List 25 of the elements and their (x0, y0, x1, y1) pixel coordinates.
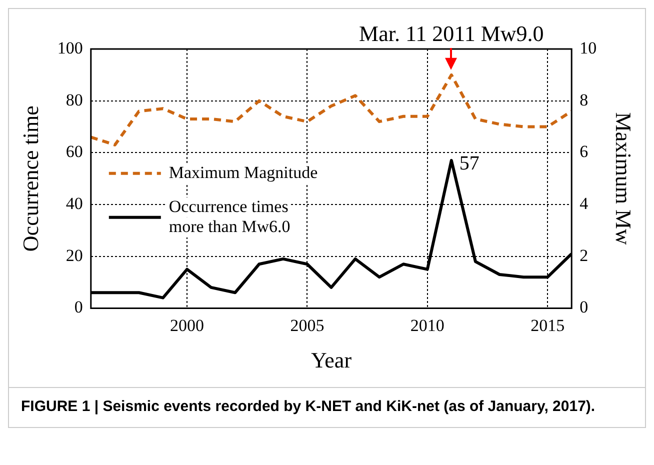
y-tick-label: 40 (66, 194, 83, 213)
annotation: Mar. 11 2011 Mw9.0 (359, 20, 544, 46)
y2-tick-label: 6 (580, 142, 588, 162)
y-axis-title: Occurrence time (18, 106, 43, 252)
annotation: 57 (459, 152, 480, 175)
x-tick-label: 2010 (410, 316, 444, 335)
y2-tick-label: 4 (580, 194, 589, 213)
line-series (90, 73, 572, 146)
y2-tick-label: 0 (580, 298, 588, 317)
x-tick-label: 2005 (290, 316, 324, 335)
x-tick-label: 2000 (170, 316, 204, 335)
legend-label: Occurrence times more than Mw6.0 (168, 196, 290, 236)
y2-axis-title: Maximum Mw (611, 112, 636, 246)
y2-tick-label: 10 (580, 38, 597, 58)
y2-tick-label: 8 (580, 90, 588, 110)
x-tick-label: 2015 (530, 316, 565, 335)
y2-tick-label: 2 (580, 246, 588, 265)
y-tick-label: 60 (66, 142, 83, 162)
y-tick-label: 100 (57, 38, 83, 58)
x-axis-title: Year (310, 348, 352, 373)
y-tick-label: 0 (74, 298, 83, 317)
caption: FIGURE 1 | Seismic events recorded by K-NET and KiK-net (as of January, 2017). (9, 387, 645, 427)
y-tick-label: 80 (66, 90, 83, 110)
legend-label: Maximum Magnitude (168, 162, 318, 182)
y-tick-label: 20 (66, 246, 83, 265)
